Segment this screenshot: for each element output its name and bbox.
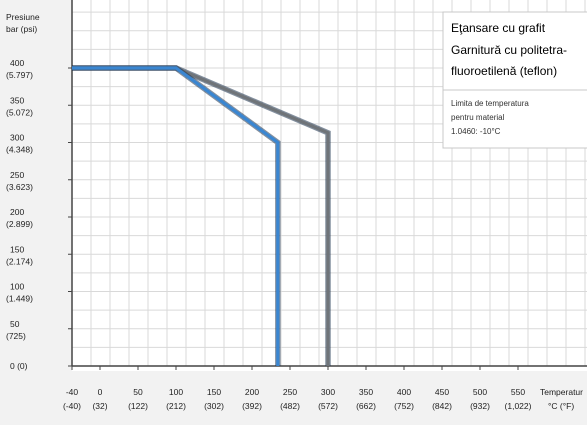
y-axis-label-line2: bar (psi)	[6, 24, 37, 34]
x-tick-label: 500	[473, 387, 487, 397]
x-tick-label: 400	[397, 387, 411, 397]
y-tick-sublabel: (725)	[6, 331, 26, 341]
y-tick-label: 300	[10, 133, 24, 143]
note-line3: 1.0460: -10°C	[451, 127, 501, 136]
note-box	[442, 89, 587, 149]
y-tick-sublabel: (3.623)	[6, 182, 33, 192]
x-tick-sublabel: (-40)	[63, 401, 81, 411]
series-group	[72, 65, 331, 366]
x-tick-sublabel: (842)	[432, 401, 452, 411]
y-tick-sublabel: (5.797)	[6, 70, 33, 80]
y-tick-sublabel: (5.072)	[6, 107, 33, 117]
note-line2: pentru material	[451, 113, 505, 122]
x-tick-label: 250	[283, 387, 297, 397]
x-tick-label: 100	[169, 387, 183, 397]
y-tick-sublabel: (2.899)	[6, 219, 33, 229]
x-axis-label-line2: °C (°F)	[548, 401, 574, 411]
x-tick-sublabel: (932)	[470, 401, 490, 411]
x-tick-sublabel: (122)	[128, 401, 148, 411]
x-tick-label: 150	[207, 387, 221, 397]
note-line1: Limita de temperatura	[451, 99, 529, 108]
x-tick-sublabel: (302)	[204, 401, 224, 411]
legend-entry-graphite: Eţansare cu grafit	[451, 21, 546, 35]
y-tick-label: 350	[10, 95, 24, 105]
x-tick-label: 350	[359, 387, 373, 397]
x-tick-sublabel: (662)	[356, 401, 376, 411]
x-tick-label: 200	[245, 387, 259, 397]
y-tick-label: 150	[10, 244, 24, 254]
legend: Eţansare cu grafit Garnitură cu politetr…	[442, 11, 587, 149]
x-tick-sublabel: (1,022)	[505, 401, 532, 411]
y-tick-label: 50	[10, 319, 20, 329]
y-tick-label: 200	[10, 207, 24, 217]
x-tick-sublabel: (482)	[280, 401, 300, 411]
x-tick-sublabel: (32)	[92, 401, 107, 411]
y-tick-sublabel: (1.449)	[6, 294, 33, 304]
x-tick-sublabel: (212)	[166, 401, 186, 411]
x-tick-label: 450	[435, 387, 449, 397]
x-tick-sublabel: (392)	[242, 401, 262, 411]
x-tick-sublabel: (752)	[394, 401, 414, 411]
x-tick-label: 550	[511, 387, 525, 397]
legend-entry-ptfe-line1: Garnitură cu politetra-	[451, 43, 567, 57]
y-tick-sublabel: (4.348)	[6, 145, 33, 155]
x-tick-label: 50	[133, 387, 143, 397]
y-axis-label-line1: Presiune	[6, 12, 40, 22]
series-line-ptfe	[72, 66, 280, 366]
y-tick-sublabel: (2.174)	[6, 256, 33, 266]
y-tick-label: 250	[10, 170, 24, 180]
y-tick-label: 400	[10, 58, 24, 68]
legend-box	[442, 11, 587, 91]
x-tick-label: 0	[98, 387, 103, 397]
x-axis-label-line1: Temperatur	[540, 387, 583, 397]
x-tick-label: 300	[321, 387, 335, 397]
x-tick-label: -40	[66, 387, 79, 397]
x-tick-sublabel: (572)	[318, 401, 338, 411]
y-tick-label: 0 (0)	[10, 361, 28, 371]
x-axis-ticks: -40 (-40) 0 (32) 50 (122) 100 (212) 150 (302) 200 (…	[63, 387, 532, 411]
legend-entry-ptfe-line2: fluoroetilenă (teflon)	[451, 64, 557, 78]
y-axis-ticks: 400 (5.797) 350 (5.072) 300 (4.348) 250 (3.623)…	[6, 58, 33, 371]
y-tick-label: 100	[10, 282, 24, 292]
